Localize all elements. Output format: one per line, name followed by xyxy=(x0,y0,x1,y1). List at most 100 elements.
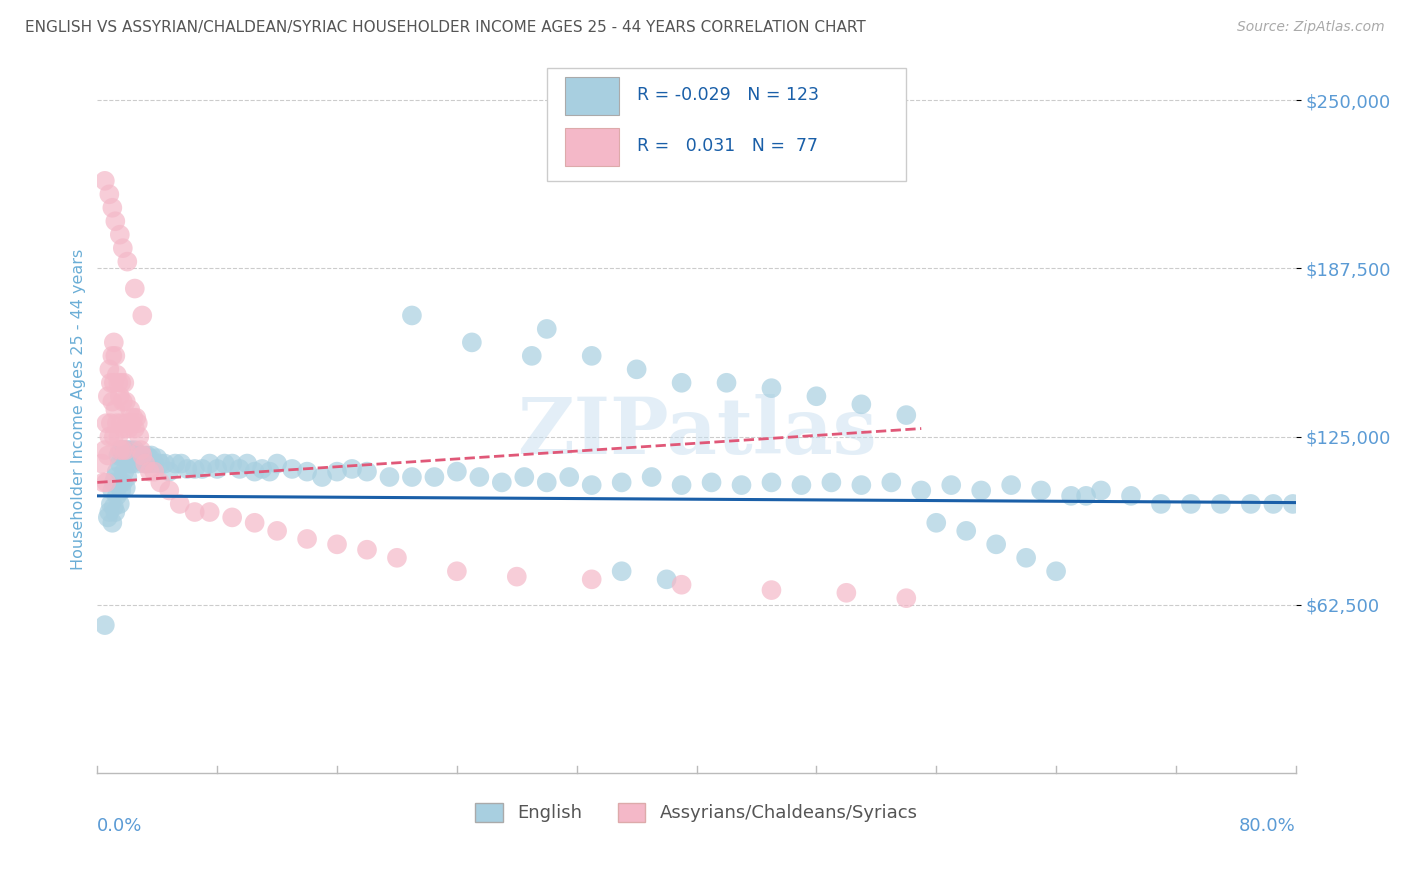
Point xyxy=(139,451,162,466)
Point xyxy=(108,475,131,490)
Point xyxy=(446,564,468,578)
Point xyxy=(93,475,115,490)
Point xyxy=(108,227,131,242)
Point xyxy=(157,465,180,479)
Point xyxy=(134,457,156,471)
Point xyxy=(266,457,288,471)
Point xyxy=(98,505,121,519)
Point xyxy=(986,537,1008,551)
Point xyxy=(259,465,281,479)
Text: ENGLISH VS ASSYRIAN/CHALDEAN/SYRIAC HOUSEHOLDER INCOME AGES 25 - 44 YEARS CORREL: ENGLISH VS ASSYRIAN/CHALDEAN/SYRIAC HOUS… xyxy=(25,20,866,35)
Point xyxy=(111,475,134,490)
Point xyxy=(228,462,250,476)
Point xyxy=(157,483,180,498)
Point xyxy=(761,475,783,490)
Point xyxy=(214,457,236,471)
Point xyxy=(112,376,135,390)
Point xyxy=(103,500,125,514)
Point xyxy=(880,475,903,490)
Point xyxy=(221,457,243,471)
Point xyxy=(127,416,149,430)
Point xyxy=(183,505,205,519)
Point xyxy=(104,470,127,484)
Point xyxy=(243,465,266,479)
Point xyxy=(896,408,918,422)
Point xyxy=(131,449,153,463)
Point xyxy=(104,349,127,363)
Text: Source: ZipAtlas.com: Source: ZipAtlas.com xyxy=(1237,20,1385,34)
Point xyxy=(111,394,134,409)
Point xyxy=(108,443,131,458)
Point xyxy=(153,457,176,471)
Point xyxy=(295,465,318,479)
Point xyxy=(143,457,166,471)
Point xyxy=(110,416,132,430)
Point xyxy=(94,174,117,188)
Point xyxy=(326,537,349,551)
Point xyxy=(110,483,132,498)
Point xyxy=(111,449,134,463)
Point xyxy=(581,572,603,586)
FancyBboxPatch shape xyxy=(547,68,907,181)
Point xyxy=(134,457,156,471)
Point xyxy=(221,510,243,524)
Point xyxy=(111,241,134,255)
Point xyxy=(103,335,125,350)
Point xyxy=(125,449,148,463)
Point xyxy=(136,457,159,471)
Point xyxy=(610,564,633,578)
Point xyxy=(127,457,149,471)
Legend: English, Assyrians/Chaldeans/Syriacs: English, Assyrians/Chaldeans/Syriacs xyxy=(468,796,925,830)
Point xyxy=(513,470,536,484)
Point xyxy=(114,449,136,463)
Point xyxy=(1045,564,1067,578)
Point xyxy=(94,443,117,458)
Point xyxy=(401,309,423,323)
Point xyxy=(170,457,193,471)
Point xyxy=(107,376,129,390)
Point xyxy=(111,443,134,458)
Point xyxy=(107,429,129,443)
Point xyxy=(806,389,828,403)
Point xyxy=(266,524,288,538)
Point xyxy=(1060,489,1083,503)
Point xyxy=(122,449,145,463)
Point xyxy=(401,470,423,484)
Point xyxy=(100,376,122,390)
Point xyxy=(117,416,139,430)
Point xyxy=(761,381,783,395)
Point xyxy=(104,214,127,228)
Point xyxy=(446,465,468,479)
Point xyxy=(112,443,135,458)
Point xyxy=(117,470,139,484)
Point xyxy=(101,394,124,409)
Point xyxy=(110,443,132,458)
Point xyxy=(581,478,603,492)
Point xyxy=(108,497,131,511)
Point xyxy=(128,429,150,443)
Point xyxy=(340,462,363,476)
Point xyxy=(671,578,693,592)
Point xyxy=(851,397,873,411)
Point xyxy=(1281,497,1303,511)
Text: 0.0%: 0.0% xyxy=(97,817,143,835)
Point xyxy=(506,569,529,583)
Point xyxy=(835,586,858,600)
Point xyxy=(129,443,152,458)
Point xyxy=(101,483,124,498)
Point xyxy=(114,443,136,458)
Point xyxy=(536,322,558,336)
Point xyxy=(124,443,146,458)
Point xyxy=(1090,483,1112,498)
Point xyxy=(118,421,141,435)
Point xyxy=(896,591,918,606)
Point xyxy=(326,465,349,479)
Point xyxy=(461,335,484,350)
Point xyxy=(205,462,228,476)
Point xyxy=(970,483,993,498)
Point xyxy=(250,462,273,476)
Point xyxy=(146,451,169,466)
FancyBboxPatch shape xyxy=(565,78,619,115)
Point xyxy=(97,510,120,524)
Point xyxy=(1074,489,1097,503)
